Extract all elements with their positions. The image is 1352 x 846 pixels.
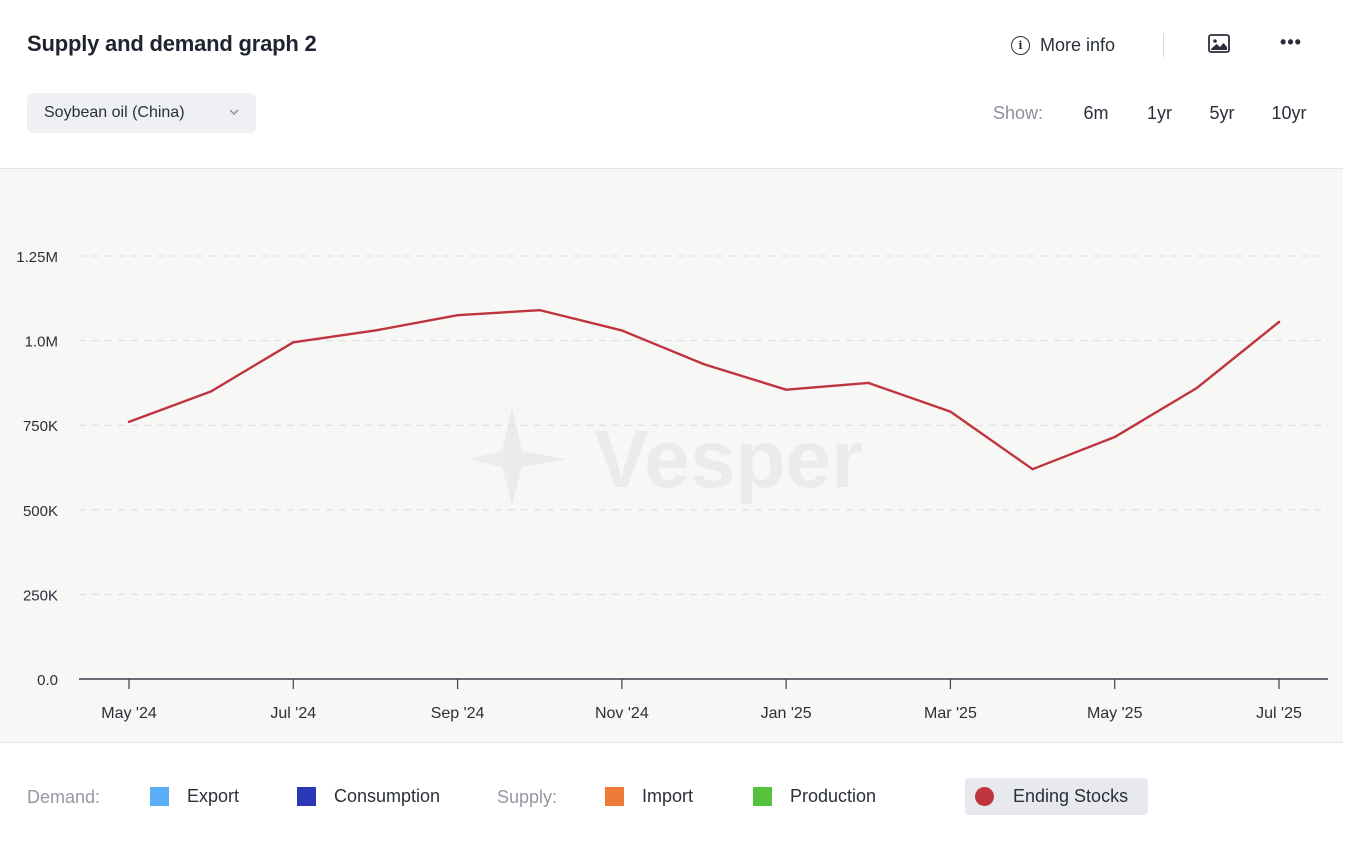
legend-item-import[interactable]: Import <box>605 778 693 815</box>
watermark-text: Vesper <box>594 414 863 505</box>
chart-area: Vesper 0.0 250K 500K 750K 1.0M 1.25M May '24 J… <box>0 168 1343 743</box>
x-axis <box>79 678 1328 689</box>
y-tick-label: 0.0 <box>37 672 58 689</box>
y-tick-label: 1.0M <box>25 334 58 351</box>
range-10yr-label: 10yr <box>1271 102 1307 123</box>
range-10yr-button[interactable]: 10yr <box>1257 94 1321 132</box>
show-range-label: Show: <box>993 103 1044 123</box>
data-point <box>702 363 706 366</box>
data-point <box>867 381 870 385</box>
data-point <box>1277 320 1281 324</box>
y-tick-label: 250K <box>23 587 58 604</box>
range-1yr-button[interactable]: 1yr <box>1128 94 1191 132</box>
info-icon: i <box>1011 35 1030 55</box>
legend-swatch-production <box>753 787 772 806</box>
chevron-down-icon <box>229 109 239 115</box>
legend-supply-label: Supply: <box>497 787 558 807</box>
data-point <box>456 314 459 317</box>
legend-item-export[interactable]: Export <box>150 778 239 815</box>
grid-lines <box>79 255 1328 595</box>
legend-swatch-import <box>605 787 624 806</box>
data-point <box>1195 386 1199 390</box>
legend-demand-label: Demand: <box>27 787 101 807</box>
x-tick-label: Jul '24 <box>270 705 316 722</box>
x-tick-label: Jan '25 <box>761 705 812 722</box>
legend-swatch-export <box>150 787 169 806</box>
data-point <box>538 308 541 312</box>
y-tick-label: 1.25M <box>16 249 58 266</box>
data-point <box>784 388 788 391</box>
range-6m-button[interactable]: 6m <box>1070 94 1122 132</box>
series-ending-stocks <box>127 308 1281 471</box>
legend-item-ending-stocks[interactable]: Ending Stocks <box>965 778 1148 815</box>
x-tick-label: Mar '25 <box>924 705 977 722</box>
y-axis-tick-labels: 0.0 250K 500K 750K 1.0M 1.25M <box>16 249 58 689</box>
legend-item-production[interactable]: Production <box>753 778 876 815</box>
commodity-select-value: Soybean oil (China) <box>44 104 185 121</box>
more-info-label: More info <box>1040 34 1116 55</box>
data-point <box>292 341 295 344</box>
watermark: Vesper <box>468 407 863 506</box>
data-point <box>949 410 952 413</box>
legend-item-consumption[interactable]: Consumption <box>297 778 440 815</box>
data-point <box>1113 435 1116 439</box>
range-5yr-button[interactable]: 5yr <box>1197 94 1247 132</box>
x-tick-label: May '24 <box>101 705 157 722</box>
x-axis-tick-labels: May '24 Jul '24 Sep '24 Nov '24 Jan '25 Mar '… <box>101 705 1302 722</box>
x-tick-label: Sep '24 <box>431 705 485 722</box>
x-tick-label: May '25 <box>1087 705 1143 722</box>
page-title: Supply and demand graph 2 <box>27 31 317 56</box>
legend-label-production: Production <box>790 786 877 806</box>
y-tick-label: 500K <box>23 503 58 520</box>
commodity-select[interactable]: Soybean oil (China) <box>27 93 256 133</box>
legend-label-export: Export <box>187 786 240 806</box>
legend-swatch-consumption <box>297 787 316 806</box>
toolbar-divider <box>1163 33 1164 57</box>
data-point <box>374 329 377 332</box>
data-point <box>620 329 624 332</box>
x-tick-label: Jul '25 <box>1256 705 1302 722</box>
legend-label-ending-stocks: Ending Stocks <box>1013 786 1129 806</box>
more-options-icon[interactable]: ••• <box>1280 32 1302 52</box>
chart-header: Supply and demand graph 2 i More info ••… <box>0 0 1352 168</box>
range-6m-label: 6m <box>1083 102 1109 123</box>
image-export-icon[interactable] <box>1207 33 1231 55</box>
data-point <box>127 420 131 424</box>
more-info-button[interactable]: i More info <box>1011 32 1115 58</box>
legend-label-consumption: Consumption <box>334 786 441 806</box>
data-point <box>209 390 213 393</box>
range-1yr-label: 1yr <box>1146 102 1172 123</box>
line-chart: Vesper 0.0 250K 500K 750K 1.0M 1.25M May '24 J… <box>16 249 1328 722</box>
x-tick-label: Nov '24 <box>595 705 649 722</box>
data-point <box>1031 467 1034 471</box>
legend-swatch-ending-stocks <box>975 787 994 806</box>
range-5yr-label: 5yr <box>1209 102 1235 123</box>
legend-label-import: Import <box>642 786 694 806</box>
legend: Demand: Export Consumption Supply: Impor… <box>0 778 1352 816</box>
y-tick-label: 750K <box>23 418 58 435</box>
